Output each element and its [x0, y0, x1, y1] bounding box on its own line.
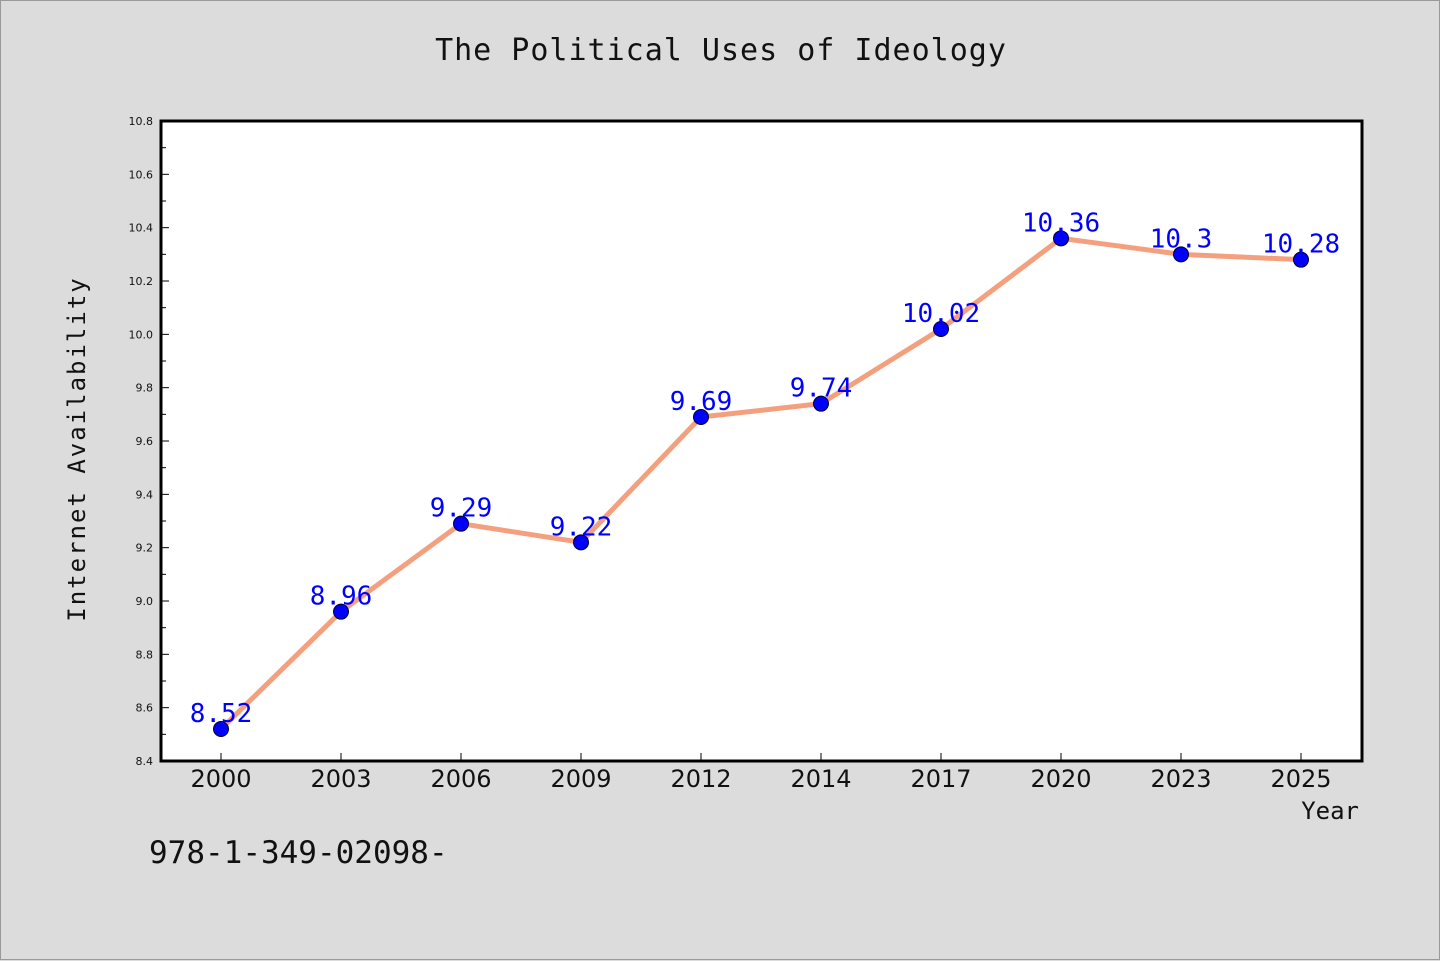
- x-tick-label: 2003: [310, 765, 371, 793]
- y-tick-label: 10.8: [129, 115, 154, 128]
- data-label: 8.52: [190, 699, 253, 729]
- data-point: [693, 409, 709, 425]
- y-tick-label: 9.2: [136, 542, 154, 555]
- data-point: [813, 395, 829, 412]
- data-label: 10.28: [1262, 230, 1340, 260]
- data-label: 10.36: [1022, 208, 1100, 238]
- y-tick-label: 8.4: [136, 755, 154, 768]
- x-tick-label: 2000: [190, 765, 251, 793]
- data-point: [1293, 251, 1309, 268]
- x-tick-label: 2025: [1270, 765, 1331, 793]
- data-label: 9.74: [790, 374, 853, 404]
- data-labels: 8.52 8.96 9.29 9.22 9.69 9.74 10.02 10.36 10.3 10…: [190, 208, 1340, 729]
- data-label: 10.3: [1150, 224, 1213, 254]
- isbn-footnote: 978-1-349-02098-: [149, 835, 448, 871]
- x-axis-ticks: 2000 2003 2006 2009 2012 2014 2017 2020 2023 2025: [190, 753, 1332, 793]
- data-point: [333, 603, 349, 620]
- y-tick-label: 8.8: [136, 648, 154, 661]
- data-label: 9.69: [670, 387, 733, 417]
- y-tick-label: 9.4: [136, 488, 154, 501]
- y-tick-label: 10.2: [129, 275, 154, 288]
- x-tick-label: 2020: [1030, 765, 1091, 793]
- data-label: 9.22: [550, 512, 613, 542]
- data-markers: [213, 230, 1309, 737]
- data-point: [213, 721, 229, 737]
- chart-title: The Political Uses of Ideology: [435, 33, 1007, 68]
- x-tick-label: 2009: [550, 765, 611, 793]
- plot-area: [161, 121, 1362, 761]
- y-tick-label: 10.0: [129, 328, 154, 341]
- data-point: [453, 515, 469, 532]
- x-tick-label: 2014: [790, 765, 851, 793]
- y-tick-label: 9.6: [136, 435, 154, 448]
- x-tick-label: 2017: [910, 765, 971, 793]
- x-tick-label: 2012: [670, 765, 731, 793]
- y-tick-label: 10.4: [129, 222, 154, 235]
- series-line: [218, 235, 1304, 732]
- x-tick-label: 2023: [1150, 765, 1211, 793]
- data-label: 9.29: [430, 494, 493, 524]
- data-label: 10.02: [902, 299, 980, 329]
- data-point: [573, 534, 589, 551]
- y-tick-label: 8.6: [136, 702, 154, 715]
- data-point: [1053, 230, 1069, 247]
- y-tick-label: 9.0: [136, 595, 154, 608]
- plot-frame: [159, 119, 1364, 763]
- data-point: [933, 321, 949, 337]
- x-axis-label: Year: [1301, 797, 1359, 825]
- y-tick-label: 10.6: [129, 168, 154, 181]
- data-point: [1173, 246, 1189, 263]
- data-label: 8.96: [310, 582, 373, 612]
- x-tick-label: 2006: [430, 765, 491, 793]
- y-tick-label: 9.8: [136, 382, 154, 395]
